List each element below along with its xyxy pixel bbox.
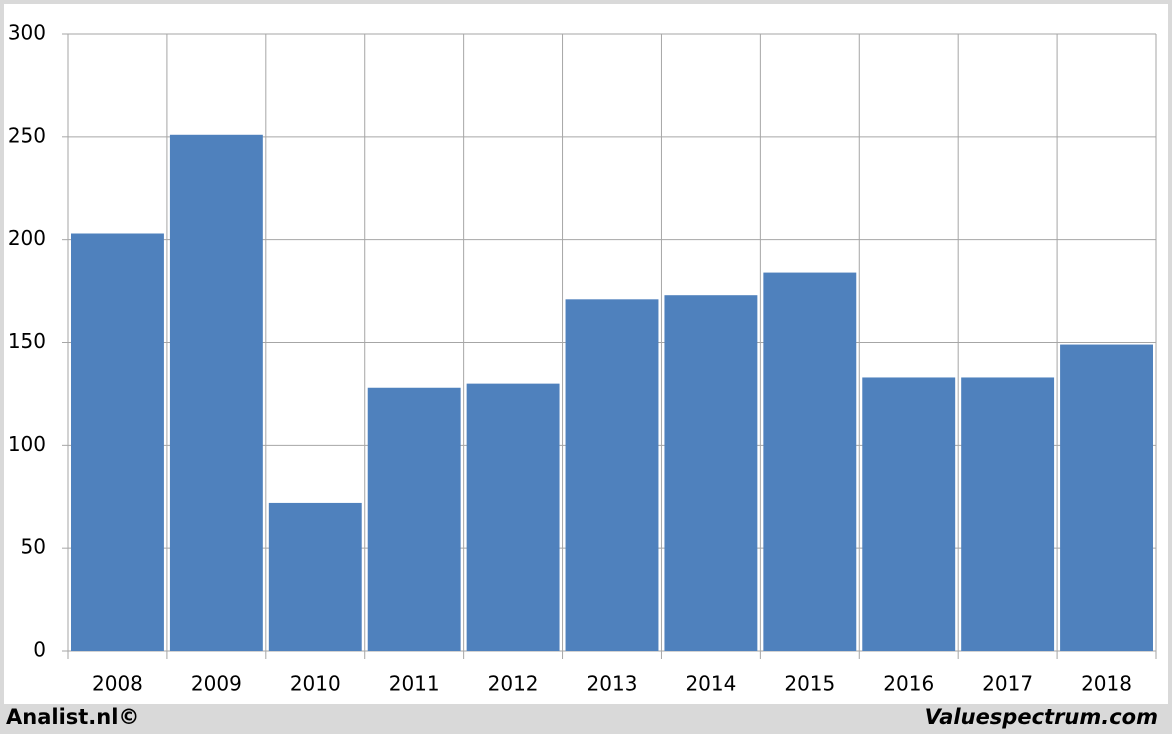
x-tick-label: 2008	[92, 672, 143, 696]
x-tick-label: 2014	[685, 672, 736, 696]
bar	[763, 272, 857, 651]
y-tick-label: 250	[8, 123, 46, 147]
y-tick-label: 150	[8, 329, 46, 353]
bar	[466, 383, 560, 651]
x-tick-label: 2015	[784, 672, 835, 696]
x-tick-label: 2009	[191, 672, 242, 696]
y-tick-label: 100	[8, 432, 46, 456]
x-tick-label: 2013	[587, 672, 638, 696]
bar	[367, 387, 461, 651]
x-tick-label: 2010	[290, 672, 341, 696]
x-tick-label: 2012	[488, 672, 539, 696]
bar	[268, 502, 362, 651]
bar	[862, 377, 956, 651]
y-tick-label: 50	[21, 535, 46, 559]
x-tick-label: 2016	[883, 672, 934, 696]
x-tick-label: 2017	[982, 672, 1033, 696]
bar	[565, 299, 659, 651]
footer-left: Analist.nl©	[6, 705, 139, 729]
bar	[1060, 344, 1153, 651]
bar	[961, 377, 1055, 651]
y-tick-label: 0	[33, 638, 46, 662]
bar	[71, 233, 164, 651]
y-tick-label: 300	[8, 21, 46, 45]
y-tick-label: 200	[8, 226, 46, 250]
bar	[664, 295, 758, 651]
footer-right: Valuespectrum.com	[925, 705, 1158, 729]
bar	[169, 134, 263, 651]
x-tick-label: 2018	[1081, 672, 1132, 696]
x-tick-label: 2011	[389, 672, 440, 696]
